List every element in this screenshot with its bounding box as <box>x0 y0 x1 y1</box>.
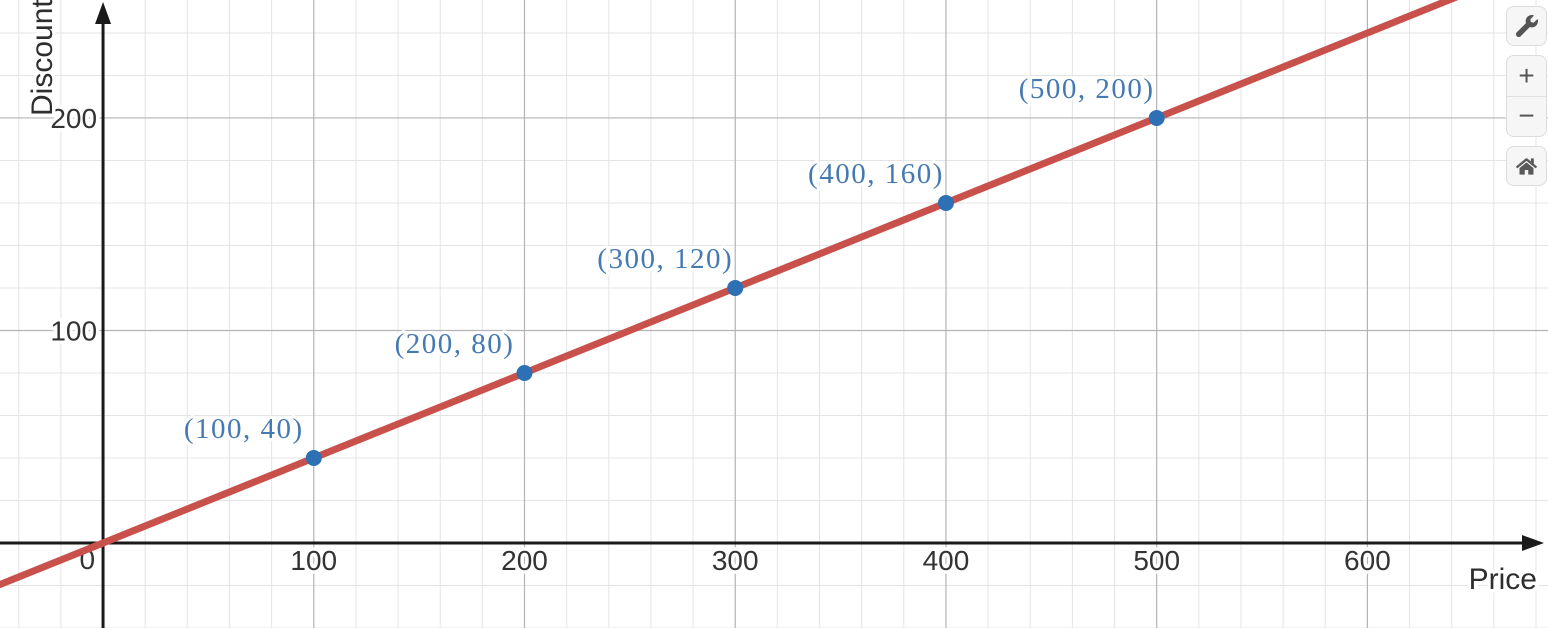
x-tick-label: 500 <box>1133 545 1180 576</box>
point-label: (400, 160) <box>808 158 944 190</box>
zoom-in-button[interactable]: + <box>1507 56 1546 96</box>
graph-point[interactable] <box>1148 109 1165 126</box>
graph-point[interactable] <box>305 449 322 466</box>
x-tick-label: 600 <box>1344 545 1391 576</box>
x-tick-label: 300 <box>712 545 759 576</box>
y-tick-label: 200 <box>50 103 97 134</box>
x-axis-title: Price <box>1469 563 1537 596</box>
x-tick-label: 400 <box>923 545 970 576</box>
home-icon <box>1516 157 1537 175</box>
graph-controls: + − <box>1506 6 1547 186</box>
zoom-button-group: + − <box>1506 55 1547 137</box>
wrench-icon <box>1515 15 1538 37</box>
zoom-divider <box>1507 95 1546 97</box>
point-label: (300, 120) <box>597 243 733 275</box>
graph-point[interactable] <box>937 194 954 211</box>
zoom-out-button[interactable]: − <box>1507 97 1546 137</box>
graph-point[interactable] <box>727 279 744 296</box>
x-tick-label: 200 <box>501 545 548 576</box>
point-label: (200, 80) <box>395 328 515 360</box>
point-label: (500, 200) <box>1019 73 1155 105</box>
graph-point[interactable] <box>516 364 533 381</box>
function-line[interactable] <box>0 0 1548 589</box>
x-tick-label: 100 <box>290 545 337 576</box>
point-label: (100, 40) <box>184 413 304 445</box>
y-axis-arrow <box>95 2 112 24</box>
graph-settings-button[interactable] <box>1506 6 1547 46</box>
y-axis-title: Discount <box>26 0 59 116</box>
x-axis-arrow <box>1522 534 1544 551</box>
y-tick-label: 100 <box>50 315 97 346</box>
data-points: (100, 40) (200, 80) (300, 120) (400, 160) (5… <box>181 70 1165 466</box>
home-button[interactable] <box>1506 146 1547 186</box>
